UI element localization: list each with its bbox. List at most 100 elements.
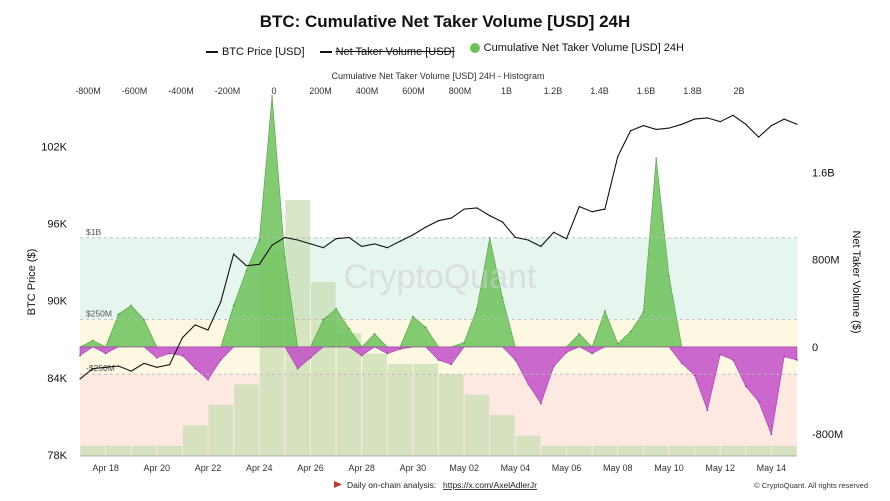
histogram-bar xyxy=(490,415,515,456)
btc-price-point xyxy=(399,240,401,242)
histogram-bar xyxy=(387,363,413,456)
x-tick-label: May 12 xyxy=(705,463,735,473)
y-left-tick-label: 102K xyxy=(41,141,67,153)
cumulative-volume-point xyxy=(463,341,465,344)
histogram-bar xyxy=(464,394,490,456)
histogram-bar xyxy=(131,445,157,456)
btc-price-point xyxy=(361,245,363,248)
cumulative-volume-point xyxy=(335,307,337,310)
btc-price-point xyxy=(719,121,721,123)
legend-item-cumulative-volume[interactable]: Cumulative Net Taker Volume [USD] 24H xyxy=(469,42,684,54)
btc-price-point xyxy=(796,123,798,125)
btc-price-point xyxy=(681,123,683,125)
btc-price-point xyxy=(591,211,593,213)
cumulative-volume-point xyxy=(360,354,363,357)
x-tick-label: Apr 26 xyxy=(297,463,324,473)
histogram-bar xyxy=(515,435,541,456)
btc-price-point xyxy=(706,117,708,119)
cumulative-volume-point xyxy=(578,333,581,335)
btc-price-point xyxy=(770,124,772,127)
cumulative-volume-point xyxy=(258,239,261,241)
btc-price-point xyxy=(450,217,452,219)
cumulative-volume-point xyxy=(796,359,798,361)
top-tick-label: -400M xyxy=(168,86,194,96)
legend-item-net-taker-volume[interactable]: Net Taker Volume [USD] xyxy=(319,46,455,58)
btc-price-point xyxy=(348,236,350,239)
btc-price-point xyxy=(373,243,376,245)
top-tick-label: 1.2B xyxy=(544,86,563,96)
top-tick-label: 400M xyxy=(356,86,379,96)
negative-area xyxy=(79,346,798,436)
btc-price-point xyxy=(169,364,171,366)
y-left-tick-label: 96K xyxy=(47,219,67,231)
btc-price-point xyxy=(425,226,427,228)
btc-price-point xyxy=(130,370,132,372)
legend-item-btc-price[interactable]: BTC Price [USD] xyxy=(206,46,305,58)
top-tick-label: 1.4B xyxy=(590,86,609,96)
histogram-bar xyxy=(720,445,746,456)
footer-analysis-link[interactable]: https://x.com/AxelAdlerJr xyxy=(443,480,537,490)
cumulative-volume-point xyxy=(130,304,133,307)
cumulative-volume-point xyxy=(783,355,785,358)
btc-price-point xyxy=(655,128,657,131)
histogram-bar xyxy=(567,445,592,456)
chart-title: BTC: Cumulative Net Taker Volume [USD] 2… xyxy=(259,12,631,31)
btc-price-point xyxy=(220,301,222,303)
cumulative-volume-point xyxy=(604,310,606,312)
btc-price-point xyxy=(745,123,747,125)
cumulative-volume-point xyxy=(437,359,440,361)
btc-price-point xyxy=(476,207,478,209)
top-axis-label: Cumulative Net Taker Volume [USD] 24H - … xyxy=(332,71,545,81)
btc-price-point xyxy=(501,221,504,223)
histogram-bar xyxy=(618,445,643,456)
btc-price-point xyxy=(617,155,619,158)
footer-analysis-text: Daily on-chain analysis: xyxy=(347,480,436,490)
btc-price-point xyxy=(105,366,107,368)
cumulative-volume-point xyxy=(565,351,568,354)
x-tick-label: May 10 xyxy=(654,463,684,473)
cumulative-volume-point xyxy=(706,409,709,411)
cumulative-volume-point xyxy=(104,352,107,355)
btc-price-point xyxy=(322,247,324,249)
top-tick-label: -800M xyxy=(75,86,101,96)
x-tick-label: May 04 xyxy=(501,463,531,473)
watermark-text: CryptoQuant xyxy=(344,258,537,296)
btc-price-point xyxy=(117,365,120,367)
cumulative-volume-point xyxy=(514,359,517,361)
btc-price-point xyxy=(642,124,644,127)
x-tick-label: Apr 30 xyxy=(400,463,427,473)
y-left-axis-label: BTC Price ($) xyxy=(26,249,38,316)
btc-price-point xyxy=(463,208,465,210)
cumulative-volume-point xyxy=(501,297,504,299)
y-left-tick-label: 78K xyxy=(47,450,67,462)
cumulative-volume-point xyxy=(386,352,389,355)
cumulative-volume-point xyxy=(591,352,593,355)
cumulative-volume-point xyxy=(399,348,401,350)
cumulative-volume-point xyxy=(668,275,670,277)
footer-copyright: © CryptoQuant. All rights reserved xyxy=(754,481,868,490)
top-tick-label: 1B xyxy=(501,86,512,96)
cumulative-volume-point xyxy=(552,365,555,368)
cumulative-volume-point xyxy=(770,433,773,435)
top-tick-label: 1.8B xyxy=(683,86,702,96)
legend-label: Cumulative Net Taker Volume [USD] 24H xyxy=(483,42,684,54)
cumulative-volume-point xyxy=(373,333,376,335)
btc-price-point xyxy=(527,239,529,241)
btc-price-point xyxy=(732,114,734,116)
btc-price-point xyxy=(233,253,235,255)
cumulative-volume-point xyxy=(232,304,235,307)
cumulative-volume-point xyxy=(284,256,286,259)
cumulative-volume-point xyxy=(424,326,427,329)
legend-label: BTC Price [USD] xyxy=(222,46,305,58)
top-tick-label: 600M xyxy=(402,86,425,96)
x-tick-label: May 02 xyxy=(449,463,479,473)
cumulative-volume-point xyxy=(92,339,94,342)
histogram-bar xyxy=(106,445,131,456)
cumulative-volume-point xyxy=(207,378,209,381)
y-left-tick-label: 90K xyxy=(47,296,67,308)
btc-price-point xyxy=(181,337,184,339)
histogram-bar xyxy=(541,445,567,456)
cumulative-volume-point xyxy=(181,354,184,357)
btc-price-point xyxy=(565,238,568,240)
cumulative-volume-point xyxy=(271,95,273,97)
